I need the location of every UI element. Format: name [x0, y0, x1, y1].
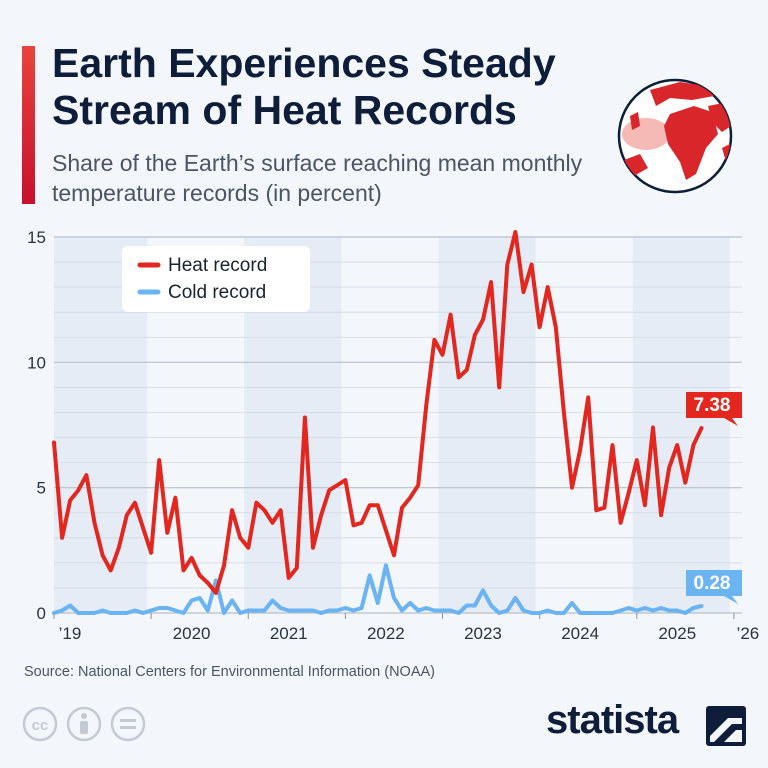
- series-lines: [52, 230, 704, 615]
- end-label-heat-record: 7.38: [686, 392, 742, 427]
- end-label-box: [686, 569, 742, 604]
- x-tick-label: 2025: [658, 624, 696, 643]
- license-icons: cc: [22, 706, 146, 742]
- brand-mark-icon: [706, 706, 746, 746]
- y-tick-label: 0: [37, 604, 46, 623]
- end-label-box: [686, 392, 742, 427]
- x-axis-ticks: ’19 2020 2021 2022 2023 2024 2025 ’26: [53, 613, 760, 643]
- title-accent-bar: [22, 46, 35, 204]
- end-labels: 7.38 0.28: [686, 392, 742, 604]
- legend-label: Heat record: [168, 255, 267, 276]
- y-tick-label: 15: [27, 228, 46, 247]
- y-tick-label: 10: [27, 353, 46, 372]
- end-label-cold-record: 0.28: [686, 569, 742, 604]
- x-tick-label: ’26: [737, 624, 760, 643]
- x-tick-label: 2020: [173, 624, 211, 643]
- x-tick-label: 2022: [367, 624, 405, 643]
- y-axis-ticks: 0 5 10 15: [27, 228, 46, 623]
- series-line-heat-record: [52, 230, 704, 595]
- cc-icon: cc: [22, 706, 58, 742]
- legend-box: [122, 246, 310, 312]
- series-line-cold-record: [52, 563, 704, 615]
- x-tick-label: ’19: [59, 624, 82, 643]
- x-tick-label: 2023: [464, 624, 502, 643]
- legend: Heat record Cold record: [122, 246, 310, 312]
- page-title: Earth Experiences Steady Stream of Heat …: [52, 40, 556, 133]
- year-band-2025: [632, 237, 730, 613]
- end-label-text: 0.28: [694, 573, 731, 594]
- chart-area: 0 5 10 15 ’19 2020 2021 2022 2023 2024 2025 ’26 He…: [27, 228, 760, 643]
- source-note: Source: National Centers for Environment…: [24, 664, 436, 680]
- x-tick-label: 2021: [270, 624, 308, 643]
- svg-text:cc: cc: [32, 717, 49, 734]
- globe-icon: [617, 78, 733, 194]
- page-subtitle: Share of the Earth’s surface reaching me…: [52, 150, 583, 206]
- legend-label: Cold record: [168, 282, 266, 303]
- person-icon: [66, 706, 102, 742]
- y-tick-label: 5: [37, 479, 46, 498]
- end-label-text: 7.38: [694, 395, 731, 416]
- equals-icon: [110, 706, 146, 742]
- grid-lines: [54, 236, 742, 614]
- brand-logo: statista: [546, 698, 679, 742]
- x-tick-label: 2024: [561, 624, 599, 643]
